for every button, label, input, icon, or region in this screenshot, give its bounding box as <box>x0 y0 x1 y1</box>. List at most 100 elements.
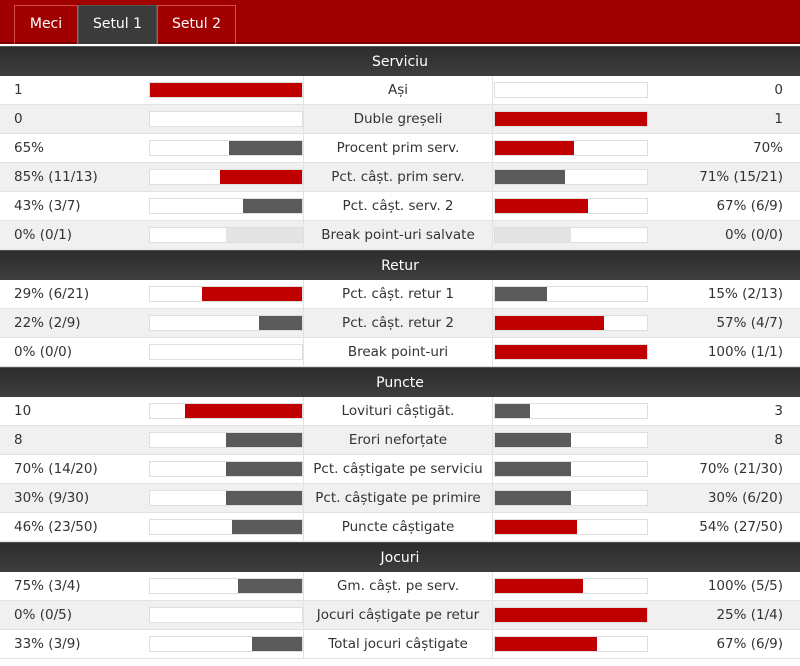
player2-bar-fill <box>495 462 571 476</box>
player1-bar-fill <box>226 462 302 476</box>
stat-row: 29% (6/21) Pct. câșt. retur 1 15% (2/13) <box>0 280 800 309</box>
player2-bar-fill <box>495 141 575 155</box>
player1-bar <box>149 432 303 448</box>
player1-bar-fill <box>226 433 302 447</box>
player1-value: 0% (0/5) <box>14 607 72 623</box>
player1-bar <box>149 519 303 535</box>
player1-value: 22% (2/9) <box>14 315 81 331</box>
tab-setul-1[interactable]: Setul 1 <box>78 5 157 44</box>
player1-value: 1 <box>14 82 23 98</box>
player2-value: 71% (15/21) <box>699 169 783 185</box>
player1-bar-fill <box>184 404 302 418</box>
stat-label: Break point-uri salvate <box>303 221 493 249</box>
player1-bar <box>149 198 303 214</box>
player2-bar-fill <box>495 199 588 213</box>
player2-value: 25% (1/4) <box>716 607 783 623</box>
player1-bar-fill <box>226 491 302 505</box>
section-header: Retur <box>0 250 800 280</box>
stat-row: 0% (0/5) Jocuri câștigate pe retur 25% (1/… <box>0 601 800 630</box>
player1-value: 30% (9/30) <box>14 490 90 506</box>
player1-bar <box>149 111 303 127</box>
stat-label: Duble greșeli <box>303 105 493 133</box>
player1-bar <box>149 403 303 419</box>
player2-bar <box>494 169 648 185</box>
player2-value: 0% (0/0) <box>725 227 783 243</box>
player1-bar-fill <box>219 170 302 184</box>
player2-bar <box>494 286 648 302</box>
stat-row: 0% (0/0) Break point-uri 100% (1/1) <box>0 338 800 367</box>
player2-value: 70% <box>752 140 783 156</box>
player1-bar <box>149 636 303 652</box>
player1-bar <box>149 315 303 331</box>
player2-bar <box>494 578 648 594</box>
player1-bar <box>149 82 303 98</box>
stat-row: 1 Ași 0 <box>0 76 800 105</box>
player2-bar <box>494 227 648 243</box>
player2-bar <box>494 636 648 652</box>
section-header: Puncte <box>0 367 800 397</box>
tab-setul-2[interactable]: Setul 2 <box>157 5 236 44</box>
player2-bar <box>494 198 648 214</box>
player1-bar <box>149 607 303 623</box>
player2-value: 67% (6/9) <box>716 198 783 214</box>
player2-bar-fill <box>495 491 571 505</box>
player1-bar <box>149 344 303 360</box>
stat-row: 8 Erori neforțate 8 <box>0 426 800 455</box>
player1-bar-fill <box>238 579 302 593</box>
player2-bar <box>494 315 648 331</box>
player1-bar-fill <box>201 287 302 301</box>
stat-label: Erori neforțate <box>303 426 493 454</box>
player2-value: 57% (4/7) <box>716 315 783 331</box>
stat-row: 43% (3/7) Pct. câșt. serv. 2 67% (6/9) <box>0 192 800 221</box>
player1-value: 65% <box>14 140 45 156</box>
player1-bar-fill <box>229 141 302 155</box>
player2-bar <box>494 344 648 360</box>
player2-bar-fill <box>495 287 547 301</box>
player1-value: 29% (6/21) <box>14 286 90 302</box>
player2-bar-fill <box>495 608 647 622</box>
player1-value: 70% (14/20) <box>14 461 98 477</box>
player1-bar <box>149 490 303 506</box>
player1-bar <box>149 461 303 477</box>
tab-meci[interactable]: Meci <box>14 5 78 44</box>
player2-value: 70% (21/30) <box>699 461 783 477</box>
player2-bar <box>494 490 648 506</box>
stat-label: Pct. câștigate pe serviciu <box>303 455 493 483</box>
player2-value: 30% (6/20) <box>707 490 783 506</box>
player2-value: 67% (6/9) <box>716 636 783 652</box>
stat-label: Pct. câșt. prim serv. <box>303 163 493 191</box>
player1-value: 46% (23/50) <box>14 519 98 535</box>
player2-value: 100% (1/1) <box>707 344 783 360</box>
section-header: Serviciu <box>0 46 800 76</box>
player2-value: 15% (2/13) <box>707 286 783 302</box>
player1-value: 0% (0/0) <box>14 344 72 360</box>
player1-value: 43% (3/7) <box>14 198 81 214</box>
stat-label: Jocuri câștigate pe retur <box>303 601 493 629</box>
stat-row: 22% (2/9) Pct. câșt. retur 2 57% (4/7) <box>0 309 800 338</box>
player2-value: 100% (5/5) <box>707 578 783 594</box>
player1-bar-fill <box>150 83 302 97</box>
stat-label: Break point-uri <box>303 338 493 366</box>
player2-value: 54% (27/50) <box>699 519 783 535</box>
player1-bar <box>149 578 303 594</box>
player1-bar-fill <box>226 228 302 242</box>
player1-bar-fill <box>259 316 302 330</box>
player2-bar <box>494 111 648 127</box>
stat-row: 0 Duble greșeli 1 <box>0 105 800 134</box>
stat-label: Gm. câșt. pe serv. <box>303 572 493 600</box>
stat-label: Pct. câșt. retur 1 <box>303 280 493 308</box>
stat-label: Pct. câșt. retur 2 <box>303 309 493 337</box>
tab-bar: Meci Setul 1 Setul 2 <box>0 0 800 44</box>
player1-value: 75% (3/4) <box>14 578 81 594</box>
stat-row: 10 Lovituri câștigăt. 3 <box>0 397 800 426</box>
stat-row: 33% (3/9) Total jocuri câștigate 67% (6/9) <box>0 630 800 659</box>
stat-label: Puncte câștigate <box>303 513 493 541</box>
player1-bar-fill <box>251 637 302 651</box>
player2-value: 0 <box>774 82 783 98</box>
stats-table: Serviciu 1 Ași 0 0 Duble greșeli 1 65% Procent p… <box>0 46 800 659</box>
player1-bar-fill <box>232 520 302 534</box>
player2-value: 3 <box>774 403 783 419</box>
stat-row: 85% (11/13) Pct. câșt. prim serv. 71% (15/… <box>0 163 800 192</box>
player1-bar <box>149 286 303 302</box>
player2-bar <box>494 519 648 535</box>
